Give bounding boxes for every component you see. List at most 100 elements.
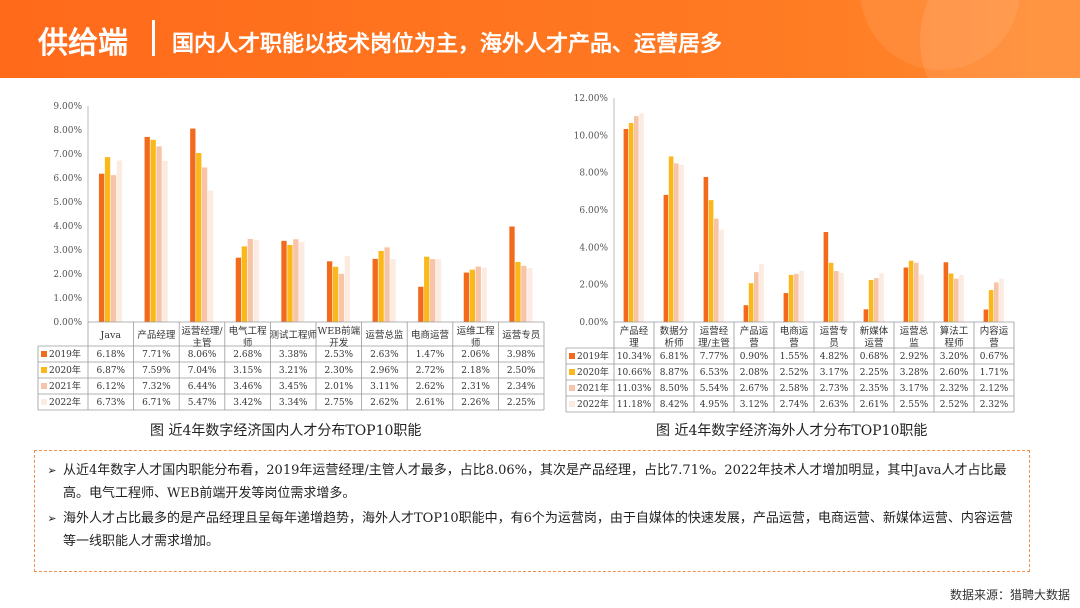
data-label: 5.54% (700, 384, 729, 394)
data-label: 10.66% (617, 368, 652, 378)
y-tick-label: 6.00% (53, 174, 82, 184)
bar-2019年 (98, 173, 105, 322)
bar-2021年 (954, 278, 959, 322)
bar-2020年 (988, 290, 994, 322)
category-label: 运营 (864, 337, 883, 349)
bar-2022年 (162, 160, 168, 322)
data-label: 2.32% (980, 400, 1009, 410)
data-label: 7.59% (142, 366, 171, 376)
data-label: 2.58% (780, 384, 809, 394)
bar-2020年 (378, 250, 384, 322)
bar-2022年 (390, 259, 396, 322)
category-label: 测试工程师 (269, 329, 317, 341)
data-label: 3.12% (740, 400, 769, 410)
bar-2021年 (247, 238, 253, 322)
bar-2021年 (430, 259, 436, 322)
legend-swatch (41, 351, 47, 357)
legend-swatch (569, 401, 575, 407)
data-label: 2.35% (860, 384, 889, 394)
legend-label: 2020年 (49, 364, 81, 376)
data-label: 3.17% (900, 384, 929, 394)
category-label: 营 (989, 337, 999, 349)
category-label: 运营专员 (502, 329, 540, 341)
bar-2021年 (202, 167, 208, 322)
category-label: 数据分 (660, 325, 689, 337)
bar-2020年 (150, 139, 156, 322)
data-label: 2.01% (325, 382, 354, 392)
legend-label: 2021年 (577, 382, 609, 394)
bar-2021年 (754, 272, 759, 322)
data-label: 2.92% (900, 352, 929, 362)
bar-2020年 (788, 274, 794, 322)
y-tick-label: 3.00% (53, 246, 82, 256)
data-label: 3.45% (279, 382, 308, 392)
legend-swatch (41, 383, 47, 389)
data-label: 2.25% (507, 398, 536, 408)
data-label: 3.98% (507, 350, 536, 360)
data-label: 4.95% (700, 400, 729, 410)
category-label: 运营经理/ (181, 325, 223, 337)
legend-label: 2019年 (577, 350, 609, 362)
y-tick-label: 0.00% (579, 318, 608, 328)
bar-2020年 (908, 260, 914, 322)
data-label: 6.73% (97, 398, 126, 408)
bar-2020年 (424, 256, 430, 322)
legend-label: 2021年 (49, 380, 81, 392)
y-tick-label: 8.00% (53, 126, 82, 136)
data-label: 6.44% (188, 382, 217, 392)
data-label: 6.87% (97, 366, 126, 376)
bar-2021年 (156, 146, 162, 322)
bar-2021年 (914, 262, 919, 322)
bar-2021年 (714, 218, 719, 322)
bar-2020年 (332, 266, 339, 322)
header-banner: 供给端 国内人才职能以技术岗位为主，海外人才产品、运营居多 (0, 0, 1080, 140)
bar-2021年 (293, 239, 299, 322)
data-label: 2.75% (325, 398, 354, 408)
data-label: 11.18% (617, 400, 652, 410)
bar-2019年 (743, 305, 749, 322)
bar-2021年 (384, 247, 390, 322)
bar-2022年 (999, 278, 1004, 322)
data-label: 6.18% (97, 350, 126, 360)
data-label: 2.74% (780, 400, 809, 410)
data-label: 10.34% (617, 352, 652, 362)
bar-2022年 (719, 229, 724, 322)
data-label: 5.47% (188, 398, 217, 408)
category-label: 电商运营 (411, 329, 449, 341)
bar-2019年 (823, 232, 829, 322)
category-label: 运营专 (820, 325, 849, 337)
category-label: 内容运 (980, 325, 1009, 337)
bar-2019年 (144, 136, 150, 322)
section-tag: 供给端 (38, 26, 128, 61)
data-label: 2.63% (820, 400, 849, 410)
legend-swatch (41, 367, 47, 373)
data-label: 7.04% (188, 366, 217, 376)
summary-paragraph: ➢ 从近4年数字人才国内职能分布看，2019年运营经理/主管人才最多，占比8.0… (41, 459, 1019, 505)
category-label: 运营经 (700, 325, 729, 337)
bar-2020年 (628, 123, 634, 322)
bar-2022年 (481, 267, 487, 322)
data-label: 2.53% (325, 350, 354, 360)
y-tick-label: 1.00% (53, 294, 82, 304)
bar-2022年 (527, 268, 533, 322)
bar-2021年 (674, 163, 679, 322)
bar-2020年 (469, 269, 475, 322)
data-label: 3.38% (279, 350, 308, 360)
bar-2022年 (299, 241, 305, 322)
y-tick-label: 5.00% (53, 198, 82, 208)
bar-2022年 (435, 259, 442, 322)
data-label: 7.32% (142, 382, 171, 392)
data-label: 3.42% (233, 398, 262, 408)
bar-2019年 (463, 272, 470, 322)
bar-2019年 (372, 258, 378, 322)
data-label: 6.12% (97, 382, 126, 392)
data-label: 8.42% (660, 400, 689, 410)
bar-2022年 (253, 239, 259, 322)
data-label: 7.71% (142, 350, 171, 360)
data-label: 2.12% (980, 384, 1009, 394)
bar-2021年 (110, 175, 117, 322)
y-tick-label: 9.00% (53, 102, 82, 112)
bar-2019年 (509, 226, 515, 322)
data-label: 1.55% (780, 352, 809, 362)
data-label: 2.25% (860, 368, 889, 378)
